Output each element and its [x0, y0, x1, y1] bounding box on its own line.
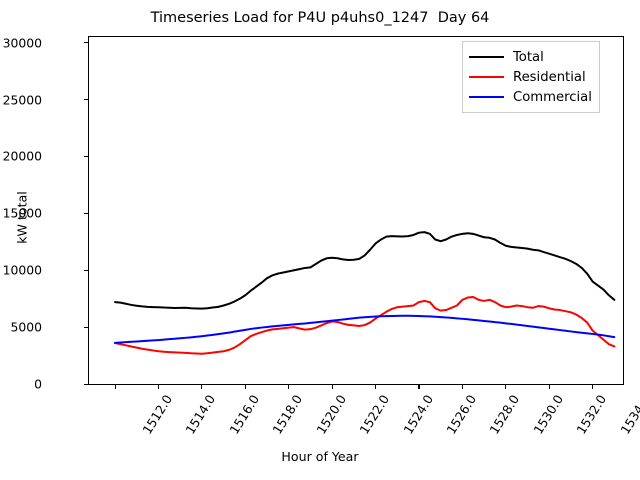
x-tick-label: 1534.0	[616, 392, 640, 437]
y-tick-mark	[84, 326, 88, 328]
y-tick-mark	[84, 383, 88, 385]
x-tick-mark	[418, 385, 420, 389]
x-tick-label: 1518.0	[269, 392, 306, 437]
y-tick-label: 10000	[2, 262, 42, 278]
y-tick-label: 30000	[2, 35, 42, 51]
series-lines	[114, 231, 616, 355]
plot-area	[88, 36, 624, 385]
x-tick-mark	[244, 385, 246, 389]
legend-label: Commercial	[513, 89, 592, 105]
chart-legend: Total Residential Commercial	[462, 41, 600, 113]
x-tick-label: 1516.0	[226, 392, 262, 437]
y-tick-mark	[84, 212, 88, 214]
y-tick-mark	[84, 99, 88, 101]
x-axis-title: Hour of Year	[281, 449, 359, 464]
y-tick-label: 5000	[10, 319, 42, 335]
y-tick-label: 25000	[2, 92, 42, 108]
x-tick-mark	[331, 385, 333, 389]
y-tick-label: 20000	[2, 148, 42, 164]
x-tick-mark	[157, 385, 160, 389]
chart-title: Timeseries Load for P4U p4uhs0_1247 Day …	[150, 10, 490, 26]
x-tick-label: 1528.0	[486, 392, 523, 437]
legend-swatch-commercial	[469, 96, 504, 98]
x-tick-label: 1532.0	[573, 392, 610, 437]
y-tick-label: 15000	[2, 205, 42, 221]
y-tick-mark	[84, 269, 88, 271]
x-tick-mark	[201, 385, 203, 389]
legend-item-residential[interactable]: Residential	[469, 67, 592, 87]
legend-swatch-total	[469, 56, 504, 58]
x-tick-label: 1514.0	[182, 392, 219, 437]
y-axis: 0 5000 10000 15000 20000 25000 30000	[0, 0, 88, 480]
legend-label: Total	[513, 49, 544, 65]
legend-item-total[interactable]: Total	[469, 47, 592, 67]
x-tick-mark	[288, 385, 290, 389]
x-tick-mark	[375, 385, 377, 389]
x-tick-mark	[505, 385, 507, 389]
series-line-total	[114, 231, 616, 310]
legend-label: Residential	[513, 69, 586, 85]
x-tick-mark	[592, 385, 594, 389]
x-tick-mark	[114, 385, 116, 389]
legend-item-commercial[interactable]: Commercial	[469, 87, 592, 107]
x-tick-label: 1524.0	[399, 392, 436, 437]
x-tick-label: 1530.0	[530, 392, 566, 437]
y-tick-mark	[84, 42, 88, 44]
y-tick-mark	[84, 155, 88, 158]
x-tick-label: 1522.0	[356, 392, 393, 437]
x-tick-mark	[461, 385, 463, 389]
series-line-commercial	[114, 314, 616, 344]
legend-swatch-residential	[469, 76, 504, 78]
x-tick-label: 1520.0	[313, 392, 349, 437]
x-tick-label: 1526.0	[443, 392, 480, 437]
series-line-residential	[114, 295, 616, 355]
x-tick-label: 1512.0	[139, 392, 176, 437]
x-tick-mark	[548, 385, 550, 389]
y-tick-label: 0	[34, 376, 42, 392]
